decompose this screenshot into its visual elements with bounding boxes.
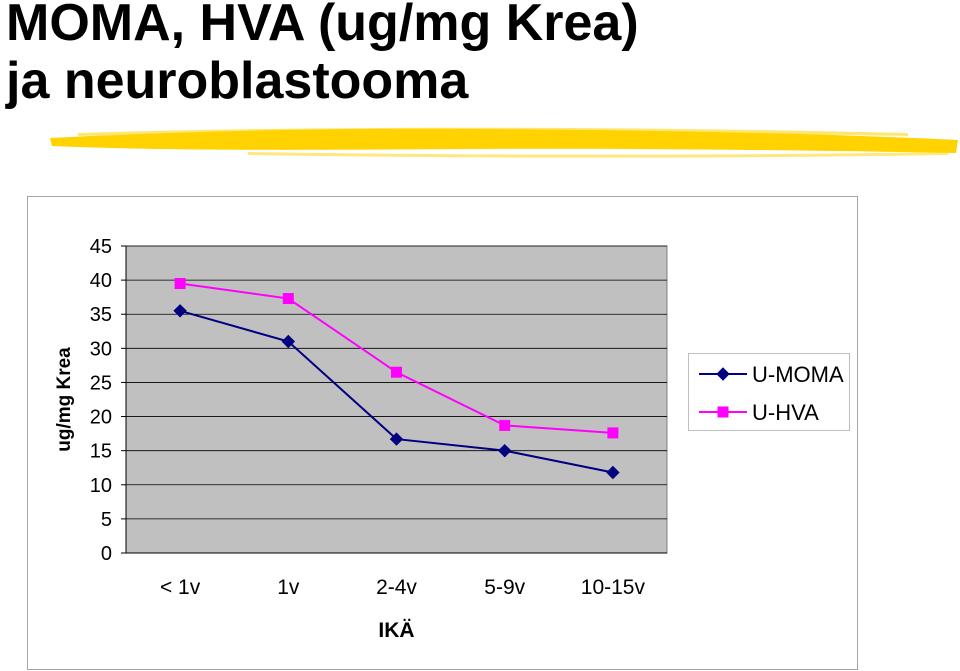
y-axis-label: ug/mg Krea: [54, 347, 75, 452]
x-axis-label: IKÄ: [378, 619, 414, 642]
chart-area: 0 5 10 15 20 25 30 35 40 45 < 1v 1v 2-4v 5-9v 10-15v ug…: [27, 196, 858, 670]
data-point-u-hva: [499, 419, 511, 431]
data-point-u-moma: [281, 334, 296, 349]
slide-title: MOMA, HVA (ug/mg Krea) ja neuroblastooma: [6, 0, 639, 110]
y-tick-label: 10: [90, 475, 112, 497]
data-point-u-moma: [173, 304, 187, 318]
x-tick-label: < 1v: [160, 576, 201, 599]
data-point-u-moma: [497, 443, 512, 458]
title-highlight-stroke: [50, 127, 958, 158]
y-tick-label: 40: [90, 270, 112, 292]
legend-label-u-hva: U-HVA: [752, 400, 819, 425]
legend-label-u-moma: U-MOMA: [752, 362, 844, 387]
data-point-u-moma: [606, 465, 620, 480]
y-tick-label: 45: [90, 236, 112, 258]
title-line-1: MOMA, HVA (ug/mg Krea): [6, 0, 639, 52]
plot-background: [125, 245, 668, 554]
y-tick-label: 15: [90, 441, 112, 463]
legend-graphic: U-MOMA U-HVA: [699, 362, 844, 425]
title-line-2: ja neuroblastooma: [6, 52, 469, 110]
y-tick-label: 25: [90, 372, 112, 394]
legend-marker-u-moma: [716, 367, 730, 381]
y-tick-label: 30: [90, 338, 112, 360]
data-point-u-hva: [391, 366, 402, 378]
y-tick-label: 35: [90, 304, 112, 326]
x-tick-label: 2-4v: [376, 576, 417, 599]
y-tick-label: 0: [101, 543, 112, 565]
data-point-u-hva: [282, 293, 294, 305]
x-tick-label: 10-15v: [581, 576, 646, 599]
data-point-u-hva: [174, 278, 186, 290]
legend-marker-u-hva: [717, 406, 729, 418]
y-tick-label: 5: [101, 509, 112, 531]
x-tick-label: 1v: [277, 576, 300, 599]
y-tick-label: 20: [90, 407, 112, 429]
line-chart: 0 5 10 15 20 25 30 35 40 45 < 1v 1v 2-4v 5-9v 10-15v ug…: [54, 236, 668, 642]
data-point-u-hva: [607, 427, 619, 439]
x-tick-label: 5-9v: [484, 576, 525, 599]
chart-legend: U-MOMA U-HVA: [688, 353, 850, 431]
data-point-u-moma: [389, 432, 404, 446]
